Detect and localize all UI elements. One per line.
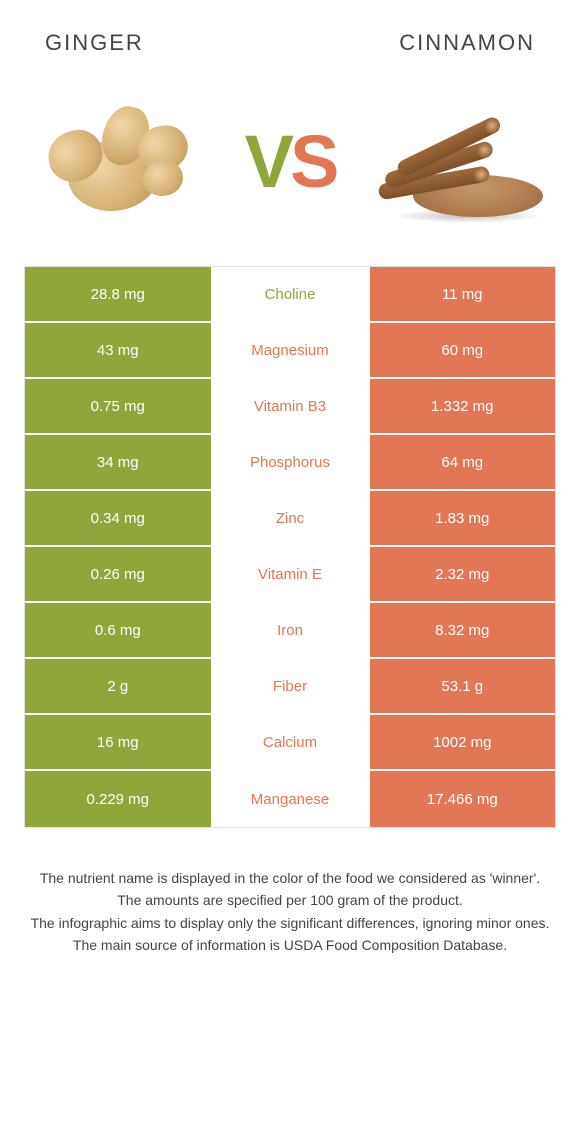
value-right: 1002 mg xyxy=(370,715,556,769)
nutrient-label: Magnesium xyxy=(211,323,370,377)
value-left: 28.8 mg xyxy=(25,267,211,321)
value-left: 0.26 mg xyxy=(25,547,211,601)
value-left: 0.34 mg xyxy=(25,491,211,545)
table-row: 0.6 mgIron8.32 mg xyxy=(25,603,555,659)
nutrient-label: Manganese xyxy=(211,771,370,827)
vs-s: S xyxy=(290,120,335,203)
title-row: Ginger Cinnamon xyxy=(0,0,580,76)
footnote-line: The infographic aims to display only the… xyxy=(30,913,550,933)
ginger-icon xyxy=(48,106,188,216)
footnotes: The nutrient name is displayed in the co… xyxy=(30,868,550,955)
table-row: 34 mgPhosphorus64 mg xyxy=(25,435,555,491)
value-left: 0.75 mg xyxy=(25,379,211,433)
vs-v: V xyxy=(245,120,290,203)
table-row: 0.75 mgVitamin B31.332 mg xyxy=(25,379,555,435)
table-row: 0.34 mgZinc1.83 mg xyxy=(25,491,555,547)
nutrient-label: Choline xyxy=(211,267,370,321)
title-left: Ginger xyxy=(45,30,144,56)
value-right: 64 mg xyxy=(370,435,556,489)
images-row: VS xyxy=(0,76,580,266)
vs-label: VS xyxy=(245,119,336,204)
value-left: 43 mg xyxy=(25,323,211,377)
value-right: 11 mg xyxy=(370,267,556,321)
value-right: 53.1 g xyxy=(370,659,556,713)
nutrient-label: Vitamin E xyxy=(211,547,370,601)
table-row: 28.8 mgCholine11 mg xyxy=(25,267,555,323)
infographic: Ginger Cinnamon VS 28.8 mgCholine11 mg43… xyxy=(0,0,580,955)
table-row: 0.229 mgManganese17.466 mg xyxy=(25,771,555,827)
value-right: 1.83 mg xyxy=(370,491,556,545)
nutrient-label: Phosphorus xyxy=(211,435,370,489)
value-left: 0.6 mg xyxy=(25,603,211,657)
nutrient-label: Iron xyxy=(211,603,370,657)
value-right: 17.466 mg xyxy=(370,771,556,827)
value-right: 1.332 mg xyxy=(370,379,556,433)
value-right: 8.32 mg xyxy=(370,603,556,657)
nutrient-label: Fiber xyxy=(211,659,370,713)
table-row: 16 mgCalcium1002 mg xyxy=(25,715,555,771)
table-row: 43 mgMagnesium60 mg xyxy=(25,323,555,379)
value-right: 2.32 mg xyxy=(370,547,556,601)
cinnamon-icon xyxy=(383,101,543,221)
nutrient-label: Vitamin B3 xyxy=(211,379,370,433)
table-row: 0.26 mgVitamin E2.32 mg xyxy=(25,547,555,603)
nutrient-label: Calcium xyxy=(211,715,370,769)
footnote-line: The main source of information is USDA F… xyxy=(30,935,550,955)
value-right: 60 mg xyxy=(370,323,556,377)
value-left: 16 mg xyxy=(25,715,211,769)
nutrient-label: Zinc xyxy=(211,491,370,545)
cinnamon-image xyxy=(380,94,545,229)
value-left: 2 g xyxy=(25,659,211,713)
ginger-image xyxy=(35,94,200,229)
title-right: Cinnamon xyxy=(399,30,535,56)
footnote-line: The amounts are specified per 100 gram o… xyxy=(30,890,550,910)
footnote-line: The nutrient name is displayed in the co… xyxy=(30,868,550,888)
value-left: 0.229 mg xyxy=(25,771,211,827)
table-row: 2 gFiber53.1 g xyxy=(25,659,555,715)
value-left: 34 mg xyxy=(25,435,211,489)
comparison-table: 28.8 mgCholine11 mg43 mgMagnesium60 mg0.… xyxy=(24,266,556,828)
